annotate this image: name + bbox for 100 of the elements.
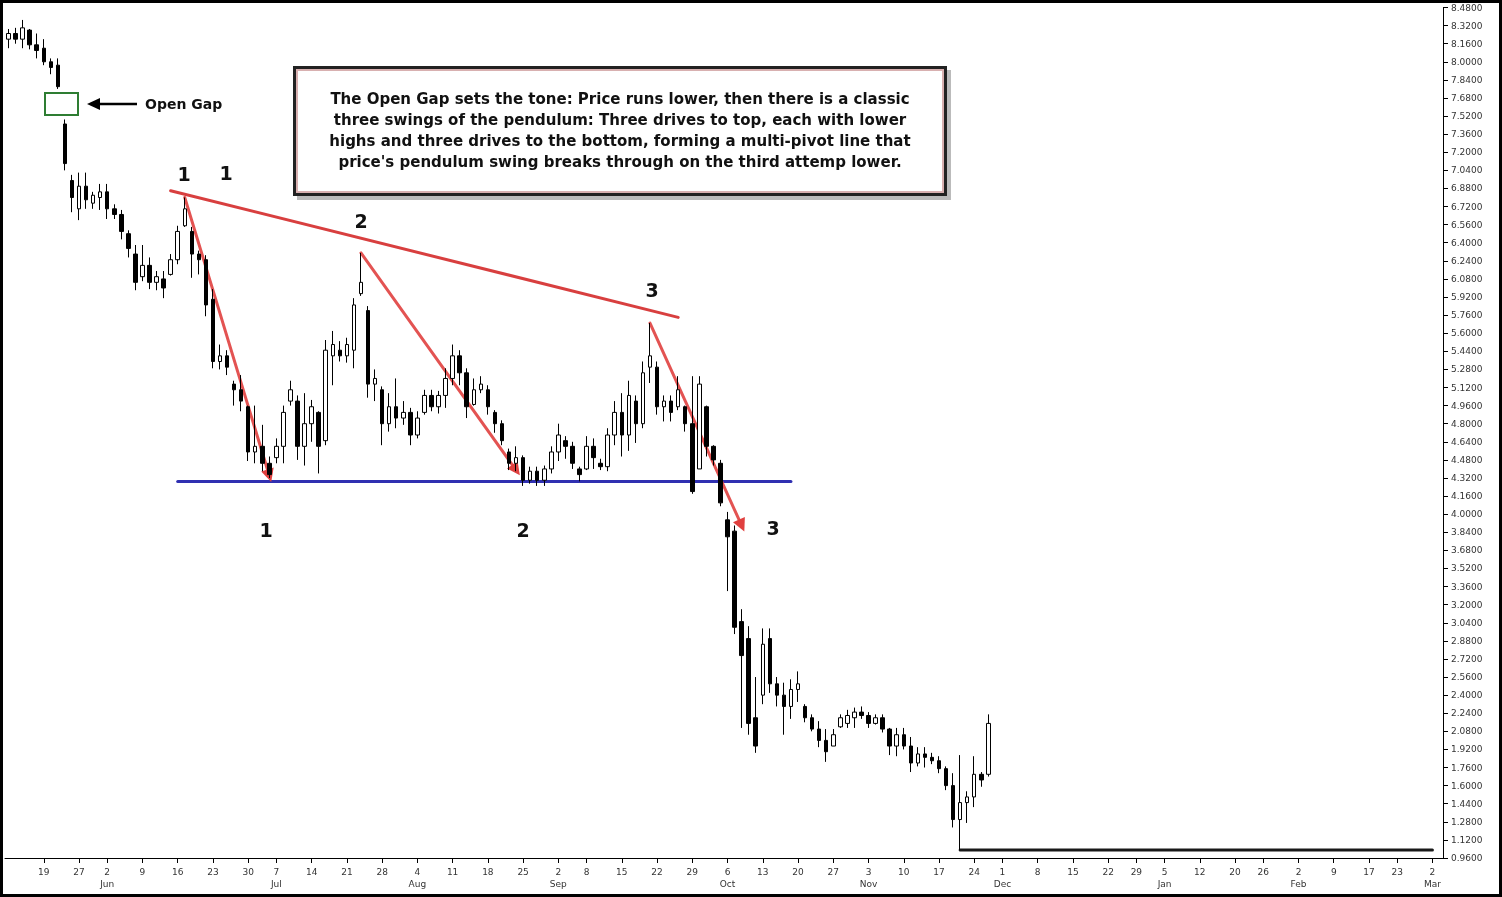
- candlestick: [563, 435, 568, 460]
- candlestick: [930, 752, 934, 765]
- y-tick-label: 2.0800: [1451, 726, 1483, 737]
- candlestick: [627, 380, 631, 452]
- x-tick-label: 20: [1229, 867, 1242, 877]
- y-tick-label: 2.2400: [1451, 708, 1483, 719]
- candlestick: [873, 713, 878, 726]
- y-tick-label: 3.6800: [1451, 545, 1483, 556]
- candlestick: [838, 713, 843, 729]
- x-tick-label: 7 Jul: [269, 867, 282, 889]
- candlestick: [634, 394, 638, 444]
- x-tick-label: 2 Feb: [1290, 867, 1307, 889]
- candlestick: [359, 252, 363, 297]
- x-tick-label: 22: [1102, 867, 1114, 877]
- y-tick-label: 5.7600: [1451, 310, 1483, 321]
- y-tick-label: 5.2800: [1451, 364, 1483, 375]
- y-tick-label: 7.3600: [1451, 129, 1483, 140]
- candlestick: [782, 682, 786, 736]
- candlestick: [852, 707, 857, 729]
- candlestick: [472, 377, 476, 407]
- candlestick: [147, 256, 152, 290]
- y-tick-label: 4.9600: [1451, 400, 1483, 411]
- candlestick: [831, 728, 836, 747]
- y-tick-label: 6.7200: [1451, 201, 1483, 212]
- candlestick: [345, 337, 349, 364]
- x-tick-label: 2 Sep: [549, 867, 568, 889]
- candlestick: [880, 713, 885, 733]
- y-tick-label: 8.4800: [1451, 2, 1483, 13]
- x-tick-label: 13: [757, 867, 769, 877]
- candlestick: [605, 427, 610, 472]
- candlestick: [570, 441, 575, 470]
- y-tick-label: 1.7600: [1451, 762, 1483, 773]
- x-tick-label: 21: [341, 867, 353, 877]
- y-tick-label: 2.8800: [1451, 635, 1483, 646]
- annotation: 2: [354, 210, 368, 232]
- x-tick-label: 17: [933, 867, 945, 877]
- x-tick-label: 29: [686, 867, 699, 877]
- candlestick: [803, 703, 807, 723]
- x-tick-label: 5 Jan: [1156, 867, 1172, 889]
- y-tick-label: 6.5600: [1451, 219, 1483, 230]
- candlestick: [246, 405, 250, 462]
- x-tick-label: 24: [968, 867, 981, 877]
- y-tick-label: 5.4400: [1451, 346, 1483, 357]
- annotation: 1: [259, 519, 273, 541]
- candlestick: [704, 405, 709, 457]
- x-tick-label: 9: [139, 867, 146, 877]
- y-tick-label: 3.8400: [1451, 527, 1483, 538]
- candlestick: [126, 229, 131, 258]
- y-tick-label: 8.1600: [1451, 38, 1483, 49]
- candlestick: [577, 466, 582, 482]
- candlestick: [63, 118, 67, 171]
- y-tick-label: 7.0400: [1451, 165, 1483, 176]
- candlestick: [401, 400, 406, 426]
- x-tick-label: 19: [38, 867, 50, 877]
- candlestick: [429, 389, 434, 412]
- candlestick: [775, 676, 779, 707]
- y-tick-label: 6.2400: [1451, 255, 1483, 266]
- candlestick: [211, 288, 215, 369]
- candlestick: [366, 305, 370, 399]
- candlestick: [655, 361, 659, 416]
- annotation: 1: [219, 162, 233, 184]
- y-tick-label: 7.6800: [1451, 92, 1483, 103]
- candlestick: [6, 28, 11, 49]
- candlestick: [316, 410, 321, 474]
- x-tick-label: 23: [207, 867, 219, 877]
- x-tick-label: 10: [898, 867, 910, 877]
- candlestick: [253, 405, 257, 464]
- candlestick: [190, 226, 194, 279]
- candlestick: [274, 437, 279, 464]
- x-tick-label: 27: [73, 867, 85, 877]
- candlestick: [493, 409, 497, 434]
- candlestick: [718, 459, 723, 507]
- candlestick: [500, 419, 504, 446]
- candlestick: [859, 705, 864, 720]
- x-tick-label: 4 Aug: [408, 867, 427, 889]
- x-tick-label: 15: [1067, 867, 1079, 877]
- candlestick: [894, 727, 899, 757]
- candlestick: [746, 625, 751, 736]
- x-tick-label: 27: [827, 867, 839, 877]
- y-tick-label: 8.3200: [1451, 20, 1483, 31]
- candlestick: [197, 250, 201, 275]
- candlestick: [154, 270, 159, 291]
- y-tick-label: 5.6000: [1451, 328, 1483, 339]
- x-tick-label: 6 Oct: [719, 867, 736, 889]
- candlestick: [556, 423, 561, 462]
- y-tick-label: 6.0800: [1451, 273, 1483, 284]
- x-tick-label: 12: [1194, 867, 1206, 877]
- candlestick: [944, 765, 948, 791]
- y-tick-label: 2.5600: [1451, 672, 1483, 683]
- candlestick: [204, 254, 208, 317]
- y-tick-label: 2.7200: [1451, 653, 1483, 664]
- candlestick: [232, 380, 236, 407]
- x-tick-label: 18: [482, 867, 494, 877]
- y-tick-label: 6.8800: [1451, 183, 1483, 194]
- candlestick: [218, 344, 222, 370]
- x-tick-label: 17: [1363, 867, 1375, 877]
- candlestick: [302, 392, 307, 467]
- candlestick: [27, 28, 32, 50]
- x-tick-label: 11: [446, 867, 459, 877]
- candlestick: [295, 394, 300, 461]
